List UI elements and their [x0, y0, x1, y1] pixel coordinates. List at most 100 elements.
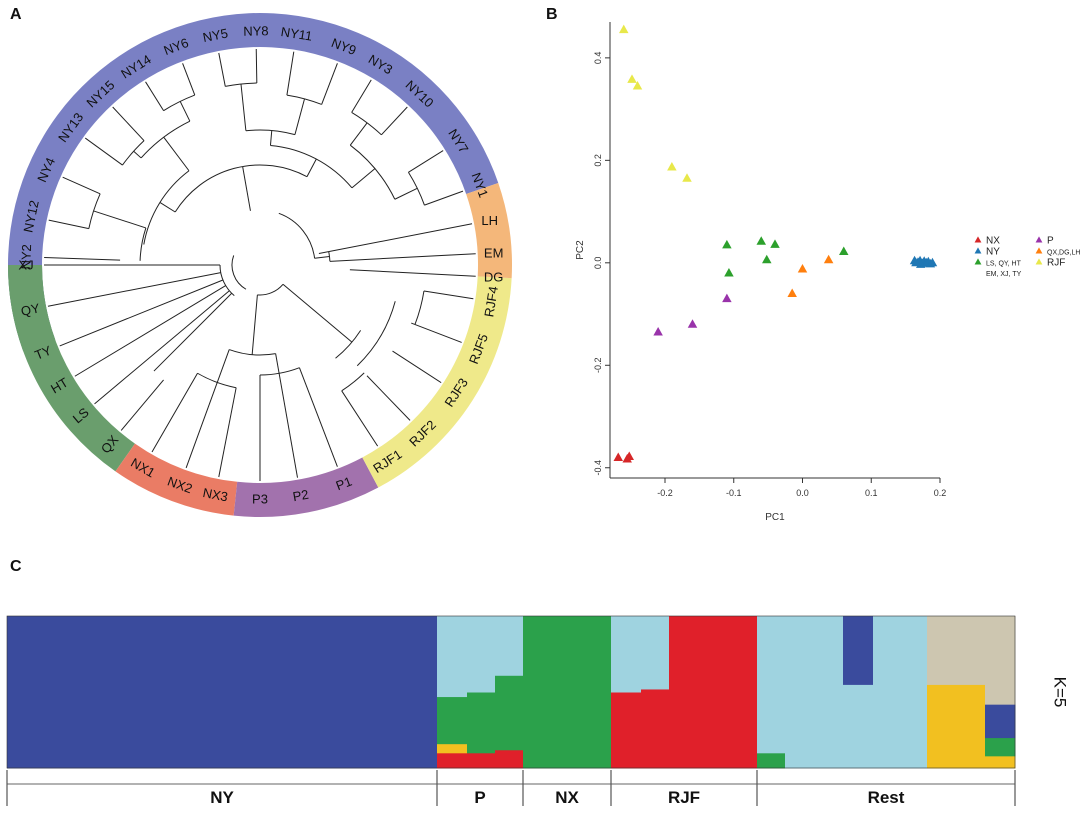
- admixture-segment-light-blue: [785, 616, 844, 769]
- admixture-segment-yellow: [437, 743, 468, 754]
- tree-branch-arc: [328, 251, 331, 262]
- tree-branch-radial: [278, 373, 299, 478]
- admixture-segment-yellow: [957, 684, 986, 769]
- leaf-label-lh: LH: [481, 213, 498, 228]
- tree-branches: [44, 49, 476, 481]
- tree-branch-radial: [218, 387, 237, 478]
- data-point: [756, 236, 766, 245]
- data-point: [839, 246, 849, 256]
- admixture-segment-red: [495, 749, 524, 769]
- tree-branch-arc: [197, 372, 237, 389]
- y-tick-label: 0.2: [593, 154, 603, 167]
- legend-marker: [1035, 258, 1043, 265]
- y-axis-label: PC2: [575, 240, 586, 260]
- tree-branch-arc: [257, 283, 284, 296]
- tree-branch-arc: [163, 94, 195, 112]
- tree-branch-radial: [392, 350, 442, 384]
- group-band-rjf: [362, 276, 512, 488]
- leaf-label-p1: P1: [334, 474, 354, 494]
- tree-branch-radial: [59, 279, 224, 347]
- tree-branch-radial: [408, 150, 444, 173]
- tree-branch-arc: [259, 367, 300, 376]
- tree-branch-radial: [306, 158, 317, 177]
- tree-branch-radial: [216, 349, 230, 383]
- tree-branch-arc: [414, 290, 425, 325]
- tree-branch-radial: [349, 122, 368, 146]
- data-point: [787, 288, 797, 298]
- tree-branch-radial: [255, 49, 258, 84]
- tree-branch-radial: [153, 292, 233, 372]
- leaf-label-p3: P3: [252, 492, 268, 507]
- legend-marker: [974, 247, 982, 254]
- data-point: [911, 257, 921, 267]
- tree-branch-radial: [133, 150, 142, 159]
- data-point: [682, 173, 692, 182]
- tree-branch-radial: [282, 283, 353, 343]
- admixture-segment-dark-blue: [985, 704, 1016, 739]
- tree-branch-arc: [245, 129, 296, 136]
- admixture-segment-green: [985, 737, 1016, 757]
- data-point: [667, 161, 677, 171]
- data-point: [722, 239, 732, 249]
- x-tick-label: 0.1: [865, 488, 878, 498]
- population-rjf: [611, 616, 758, 769]
- k-label: K=5: [1051, 677, 1070, 708]
- tree-branch-radial: [94, 290, 230, 405]
- tree-branch-radial: [84, 137, 123, 166]
- data-point: [722, 293, 732, 303]
- group-band-mixed-2: [8, 265, 135, 472]
- leaf-label-rjf4: RJF4: [481, 285, 501, 318]
- admixture-segment-red: [611, 692, 642, 769]
- tree-branch-radial: [251, 294, 258, 355]
- tree-branch-radial: [318, 223, 473, 255]
- tree-branch-radial: [286, 51, 295, 96]
- data-point: [624, 451, 634, 460]
- population-ny: [7, 616, 438, 769]
- tree-branch-radial: [218, 52, 226, 87]
- legend-marker: [974, 258, 982, 265]
- pca-scatter-plot: -0.2 -0.1 0.0 0.1 0.2 -0.4 -0.2 0.0 0.2 0.4 PC1 PC2…: [575, 22, 1080, 523]
- series-qx-dg-lh: [787, 254, 834, 298]
- data-point: [770, 239, 780, 248]
- tree-branch-radial: [159, 202, 176, 213]
- admixture-segment-light-blue: [843, 684, 874, 769]
- admixture-segment-light-blue: [495, 616, 524, 676]
- leaf-label-ty: TY: [33, 342, 54, 362]
- legend-label: NX: [986, 236, 1000, 247]
- legend-label: RJF: [1047, 258, 1065, 269]
- data-point: [927, 257, 938, 267]
- tree-branch-arc: [143, 170, 190, 245]
- series-rjf: [619, 24, 692, 182]
- tree-branch-radial: [351, 79, 372, 113]
- tree-branch-arc: [351, 111, 382, 136]
- population-rest: [757, 616, 1016, 769]
- tree-branch-radial: [44, 256, 121, 261]
- legend-marker: [1035, 247, 1043, 254]
- population-nx: [523, 616, 612, 769]
- legend-label: LS, QY, HT: [986, 261, 1022, 268]
- y-tick-label: 0.0: [593, 257, 603, 270]
- group-band-nx: [115, 443, 238, 516]
- x-axis-label: PC1: [765, 512, 785, 523]
- series-nx: [613, 451, 634, 463]
- tree-branch-radial: [294, 98, 305, 135]
- admixture-segment-green: [495, 675, 524, 751]
- panel-label-c: C: [10, 558, 22, 575]
- tree-branch-radial: [185, 382, 218, 469]
- x-tick-label: 0.0: [796, 488, 809, 498]
- series-p: [653, 293, 732, 336]
- tree-branch-radial: [145, 81, 164, 111]
- data-point: [762, 254, 772, 264]
- tree-branch-arc: [349, 144, 396, 200]
- data-point: [627, 74, 637, 83]
- tree-branch-arc: [278, 212, 316, 259]
- tree-branch-radial: [74, 285, 226, 377]
- admixture-segment-green: [757, 752, 786, 769]
- legend-marker: [1035, 236, 1043, 243]
- legend-label: NY: [986, 247, 1000, 258]
- admixture-segment-light-blue: [641, 616, 670, 690]
- data-point: [619, 24, 629, 34]
- leaf-label-ny8: NY8: [243, 23, 269, 38]
- leaf-label-ny12: NY12: [20, 199, 41, 234]
